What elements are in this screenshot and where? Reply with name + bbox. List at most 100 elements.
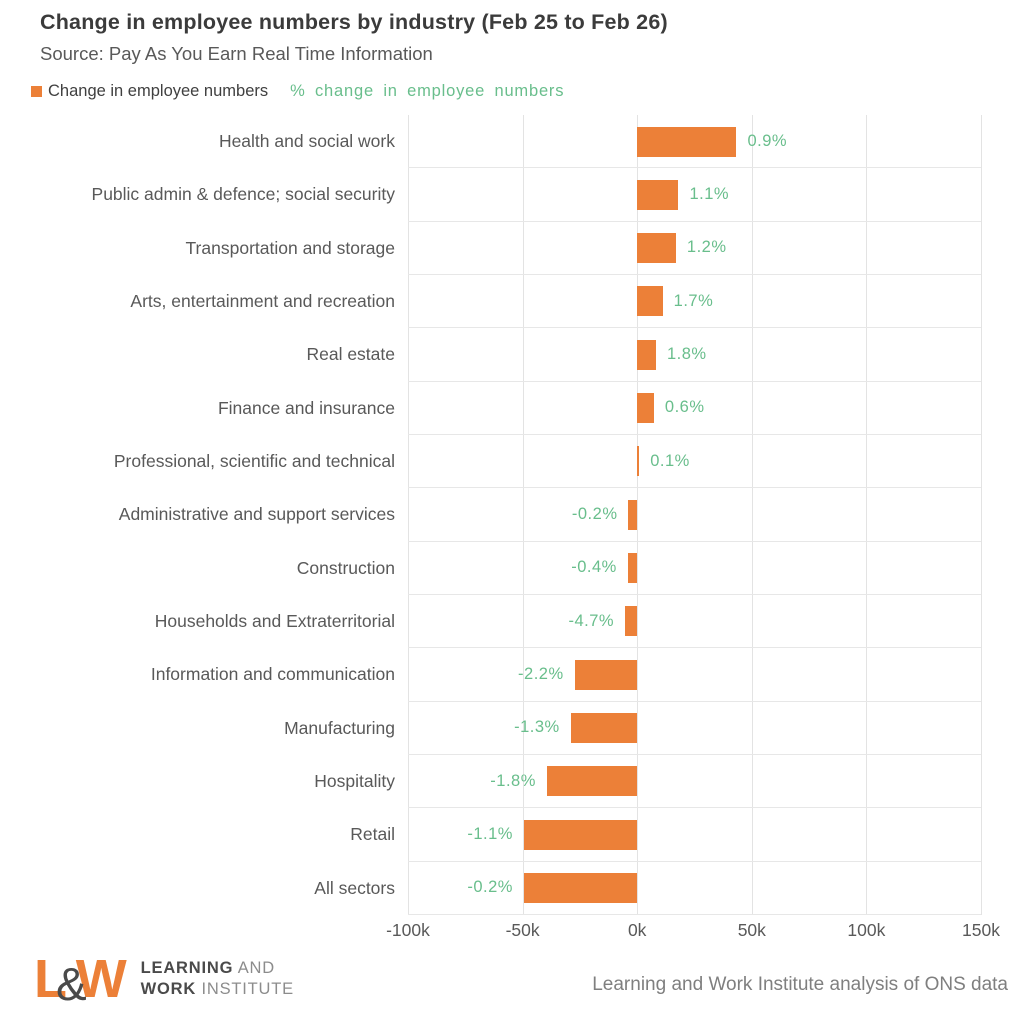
category-label: Arts, entertainment and recreation [130, 291, 395, 312]
plot-gridlines [408, 115, 982, 915]
credit-text: Learning and Work Institute analysis of … [592, 974, 1008, 995]
category-label: Finance and insurance [217, 397, 395, 418]
vertical-gridline [408, 115, 409, 915]
vertical-gridline [866, 115, 868, 915]
legend-item-bars: Change in employee numbers [31, 82, 268, 101]
category-label: Administrative and support services [118, 504, 395, 525]
category-label: Health and social work [218, 131, 395, 152]
bar [546, 766, 638, 797]
chart-title: Change in employee numbers by industry (… [40, 10, 668, 34]
row-plot-area: 0.9% [408, 115, 981, 169]
bar [637, 233, 676, 264]
logo-ampersand: & [56, 958, 87, 1010]
row-plot-area: 1.7% [408, 275, 981, 329]
row-plot-area: -1.1% [408, 808, 981, 862]
row-plot-area: 1.1% [408, 168, 981, 222]
pct-change-label: -1.8% [490, 771, 536, 790]
pct-change-label: 0.6% [664, 398, 705, 417]
logo-letter-l: L [34, 949, 67, 1009]
pct-change-label: -1.1% [467, 824, 513, 843]
chart-row: Households and Extraterritorial -4.7% [0, 595, 1024, 649]
pct-change-label: 1.2% [686, 238, 727, 257]
pct-change-label: -0.4% [571, 558, 617, 577]
row-plot-area: -1.8% [408, 755, 981, 809]
category-label: Transportation and storage [185, 237, 395, 258]
chart-row: Real estate 1.8% [0, 328, 1024, 382]
category-label: Information and communication [150, 664, 395, 685]
chart-row: Professional, scientific and technical 0.… [0, 435, 1024, 489]
legend-pct-label: % change in employee numbers [290, 82, 565, 100]
bar [637, 126, 737, 157]
row-plot-area: -0.2% [408, 488, 981, 542]
category-label: Retail [350, 824, 395, 845]
chart-row: Administrative and support services -0.2% [0, 488, 1024, 542]
legend: Change in employee numbers % change in e… [31, 82, 564, 101]
chart-row: Information and communication -2.2% [0, 648, 1024, 702]
pct-change-label: 0.1% [650, 451, 690, 470]
bar [523, 873, 638, 904]
logo-line1-light: AND [233, 958, 275, 977]
lw-logo-icon: L & W [34, 949, 127, 1010]
pct-change-label: 1.7% [673, 291, 714, 310]
vertical-gridline [751, 115, 753, 915]
row-plot-area: -1.3% [408, 702, 981, 755]
row-plot-area: 0.6% [408, 382, 981, 435]
category-label: Hospitality [314, 771, 395, 792]
x-tick-label: -50k [505, 920, 540, 940]
pct-change-label: -2.2% [518, 664, 564, 683]
bar [637, 286, 663, 317]
chart-row: Construction -0.4% [0, 542, 1024, 595]
legend-bar-label: Change in employee numbers [48, 82, 269, 100]
x-tick-label: 50k [737, 920, 766, 940]
logo-line2-bold: WORK [140, 980, 197, 998]
bar [574, 659, 638, 690]
row-plot-area: -0.4% [408, 542, 981, 595]
x-tick-label: -100k [386, 920, 430, 940]
row-plot-area: 1.8% [408, 328, 981, 382]
chart-row: Health and social work 0.9% [0, 115, 1024, 169]
chart-rows: Health and social work 0.9% Public admin &… [0, 115, 1024, 915]
bar [637, 179, 679, 210]
chart-row: All sectors -0.2% [0, 862, 1024, 915]
vertical-gridline [981, 115, 982, 915]
chart-row: Public admin & defence; social security 1… [0, 168, 1024, 222]
bar [637, 446, 640, 477]
pct-change-label: -1.3% [514, 718, 560, 737]
vertical-gridline [637, 115, 639, 915]
category-label: Professional, scientific and technical [113, 451, 395, 472]
chart-row: Transportation and storage 1.2% [0, 222, 1024, 275]
row-plot-area: 0.1% [408, 435, 981, 489]
pct-change-label: -0.2% [467, 878, 513, 897]
bar [625, 606, 638, 637]
logo-line1-bold: LEARNING [140, 958, 234, 977]
chart-row: Finance and insurance 0.6% [0, 382, 1024, 435]
pct-change-label: -4.7% [568, 611, 615, 630]
pct-change-label: 1.1% [689, 184, 730, 203]
x-tick-label: 150k [962, 920, 1000, 940]
row-plot-area: -0.2% [408, 862, 981, 915]
bar [637, 393, 654, 424]
logo-text: LEARNING AND WORK INSTITUTE [141, 958, 294, 1001]
chart-row: Arts, entertainment and recreation 1.7% [0, 275, 1024, 329]
logo-letter-w: W [75, 949, 127, 1009]
category-label: Manufacturing [284, 717, 395, 738]
category-label: Public admin & defence; social security [91, 184, 395, 205]
bar [628, 499, 638, 530]
row-plot-area: 1.2% [408, 222, 981, 275]
vertical-gridline [522, 115, 524, 915]
x-tick-label: 0k [627, 920, 647, 940]
row-plot-area: -4.7% [408, 595, 981, 649]
bar [523, 819, 638, 850]
chart-row: Retail -1.1% [0, 808, 1024, 862]
bar [627, 553, 638, 584]
category-label: Real estate [306, 344, 395, 365]
category-label: Construction [296, 557, 395, 578]
row-plot-area: -2.2% [408, 648, 981, 702]
category-label: All sectors [314, 877, 395, 898]
pct-change-label: -0.2% [571, 504, 618, 523]
chart-subtitle: Source: Pay As You Earn Real Time Inform… [40, 43, 433, 64]
pct-change-label: 0.9% [747, 131, 788, 150]
lw-institute-logo: L & W LEARNING AND WORK INSTITUTE [34, 949, 294, 1010]
category-label: Households and Extraterritorial [154, 611, 395, 632]
